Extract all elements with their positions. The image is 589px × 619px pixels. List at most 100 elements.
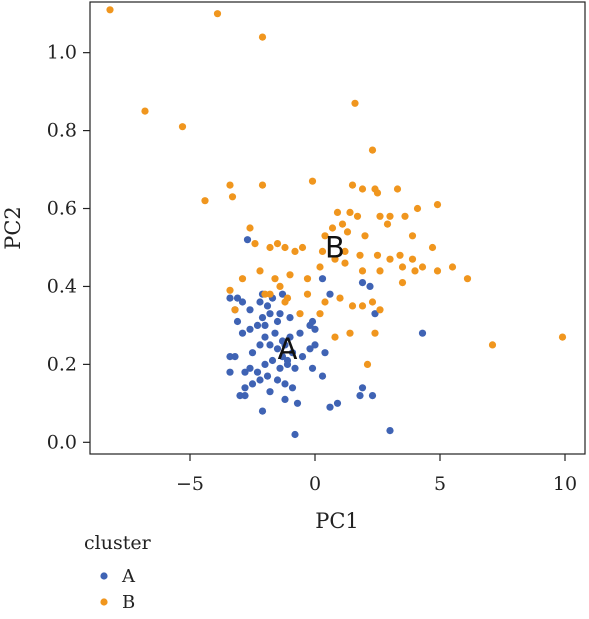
point-a: [281, 395, 289, 403]
point-a: [368, 392, 377, 400]
point-a: [246, 306, 254, 314]
point-b: [411, 267, 419, 275]
point-b: [368, 146, 377, 154]
point-b: [316, 263, 324, 271]
point-b: [261, 290, 269, 298]
point-b: [141, 107, 149, 115]
point-b: [213, 10, 222, 18]
point-b: [231, 306, 239, 314]
point-a: [286, 333, 294, 341]
point-b: [303, 275, 312, 283]
point-a: [371, 310, 379, 318]
point-a: [243, 236, 252, 244]
point-a: [298, 353, 307, 361]
point-b: [358, 302, 367, 310]
point-a: [291, 430, 299, 439]
point-b: [386, 212, 394, 220]
point-a: [326, 290, 334, 298]
point-a: [256, 341, 264, 349]
point-a: [326, 403, 334, 411]
point-a: [273, 317, 282, 326]
point-b: [413, 204, 422, 213]
point-a: [256, 376, 264, 384]
point-a: [253, 321, 262, 329]
point-b: [488, 341, 497, 349]
point-b: [341, 259, 349, 267]
point-b: [341, 247, 349, 255]
point-b: [346, 208, 354, 216]
point-a: [253, 368, 262, 376]
point-a: [226, 368, 234, 376]
point-a: [261, 333, 269, 341]
point-a: [256, 298, 264, 306]
point-a: [311, 341, 319, 349]
point-a: [238, 329, 247, 337]
cluster-labels: AB: [278, 230, 345, 365]
point-a: [238, 298, 247, 306]
y-axis: 0.0 0.2 0.4 0.6 0.8 1.0: [47, 42, 90, 453]
point-a: [268, 356, 277, 365]
point-b: [338, 220, 347, 228]
point-a: [241, 392, 249, 400]
point-a: [311, 325, 319, 333]
point-a: [246, 325, 254, 333]
x-axis-title: PC1: [315, 509, 359, 533]
point-a: [296, 329, 304, 337]
point-a: [226, 353, 234, 361]
y-tick-label: 0.4: [47, 275, 77, 297]
point-b: [368, 298, 377, 306]
point-a: [276, 364, 284, 372]
point-a: [418, 329, 427, 337]
point-b: [398, 279, 407, 287]
point-b: [308, 177, 317, 185]
point-a: [233, 317, 242, 326]
point-b: [331, 255, 339, 263]
legend-label-a: A: [121, 566, 136, 587]
point-b: [276, 282, 284, 290]
point-b: [296, 310, 304, 318]
point-a: [288, 384, 297, 392]
point-a: [321, 349, 329, 357]
point-a: [236, 392, 244, 400]
plot-frame: [89, 1, 586, 455]
point-a: [273, 376, 282, 384]
x-tick-label: 5: [434, 473, 446, 495]
x-tick-label: 0: [309, 473, 321, 495]
cluster-label-b: B: [325, 230, 345, 264]
point-b: [336, 294, 344, 302]
point-b: [256, 267, 264, 275]
x-tick-label: −5: [176, 473, 204, 495]
point-b: [321, 298, 329, 306]
point-a: [263, 302, 272, 310]
point-b: [398, 263, 407, 271]
point-b: [393, 185, 402, 193]
legend-label-b: B: [122, 592, 135, 613]
point-b: [266, 290, 274, 298]
point-a: [226, 294, 234, 302]
point-b: [226, 286, 234, 294]
point-b: [376, 267, 384, 275]
point-b: [433, 201, 442, 209]
point-b: [373, 251, 382, 259]
point-a: [278, 353, 287, 361]
point-a: [281, 341, 289, 349]
point-b: [433, 267, 442, 275]
point-a: [306, 345, 314, 353]
legend: AB: [100, 566, 136, 613]
y-tick-label: 0.2: [47, 353, 77, 375]
point-a: [246, 364, 254, 372]
point-a: [366, 282, 374, 290]
point-b: [361, 232, 369, 240]
point-b: [178, 123, 187, 131]
point-a: [241, 368, 249, 376]
point-a: [248, 380, 257, 388]
x-axis: −5 0 5 10: [176, 454, 577, 495]
point-a: [333, 399, 342, 407]
points-layer: [106, 6, 567, 439]
point-a: [288, 349, 297, 357]
point-b: [448, 263, 457, 271]
point-a: [231, 353, 239, 361]
point-b: [316, 310, 324, 318]
point-b: [238, 275, 247, 283]
